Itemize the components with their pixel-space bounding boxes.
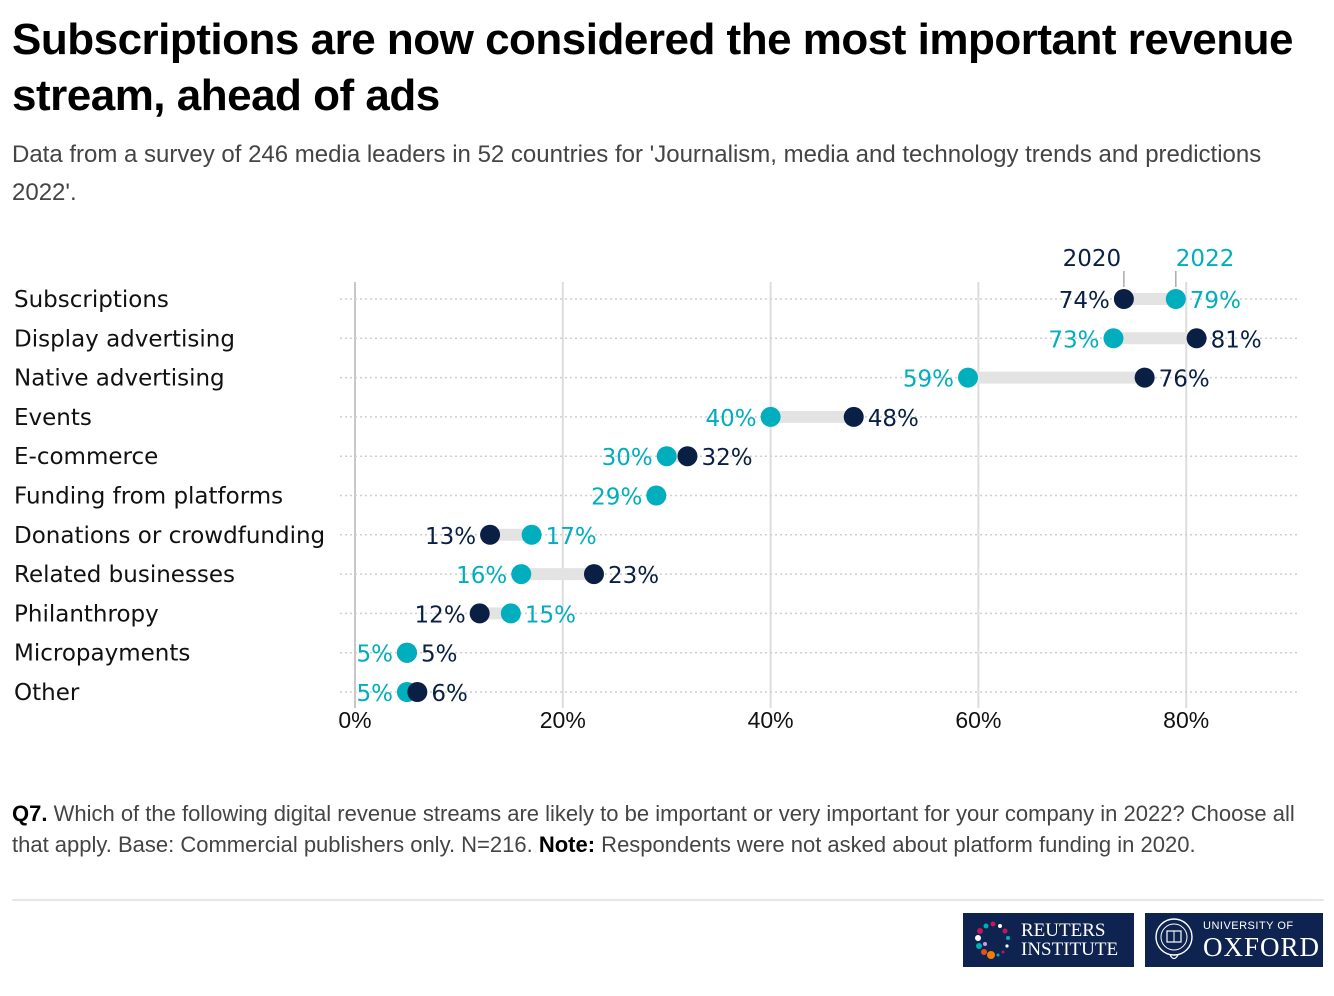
category-label: Subscriptions <box>14 287 169 313</box>
reuters-institute-logo: REUTERS INSTITUTE <box>963 913 1134 967</box>
dot-2020 <box>843 406 864 427</box>
category-label: Micropayments <box>14 641 190 667</box>
dot-2022 <box>646 485 667 506</box>
category-row: Events 40% 48% <box>14 405 1300 432</box>
note-text: Respondents were not asked about platfor… <box>595 832 1196 857</box>
value-label-2020: 32% <box>701 445 752 471</box>
category-row: Micropayments 5% 5% <box>14 641 1300 668</box>
category-label: Related businesses <box>14 562 235 588</box>
dot-2020 <box>1186 328 1207 349</box>
reuters-line2: INSTITUTE <box>1021 939 1119 960</box>
value-label-2020: 74% <box>1059 288 1110 314</box>
category-label: Display advertising <box>14 326 235 352</box>
value-label-2020: 12% <box>415 602 466 628</box>
category-label: E-commerce <box>14 444 158 470</box>
value-label-2020: 81% <box>1211 327 1262 353</box>
value-label-2022: 59% <box>903 367 954 393</box>
dot-2022 <box>958 367 979 388</box>
chart-subtitle: Data from a survey of 246 media leaders … <box>12 141 1262 206</box>
dot-2022 <box>1103 328 1124 349</box>
legend: 2020 2022 <box>1063 246 1235 287</box>
category-row: Funding from platforms 29% <box>14 484 1300 511</box>
value-label-2020: 6% <box>431 681 468 707</box>
value-label-2022: 17% <box>546 524 597 550</box>
legend-label-2022: 2022 <box>1176 246 1235 272</box>
dot-2022 <box>656 446 677 467</box>
value-label-2022: 73% <box>1048 327 1099 353</box>
note-label: Note: <box>538 832 596 857</box>
category-label: Native advertising <box>14 366 225 392</box>
question-label: Q7. <box>12 801 48 826</box>
footer-divider <box>12 899 1324 901</box>
category-label: Funding from platforms <box>14 484 283 510</box>
dot-2022 <box>396 642 417 663</box>
category-label: Events <box>14 405 92 431</box>
dot-2020 <box>480 524 501 545</box>
value-label-2022: 5% <box>356 642 393 668</box>
dot-2022 <box>1165 289 1186 309</box>
x-tick-label: 40% <box>748 707 794 733</box>
x-tick-label: 0% <box>338 707 371 733</box>
category-row: E-commerce 30% 32% <box>14 444 1300 471</box>
footnote: Q7. Which of the following digital reven… <box>12 798 1328 860</box>
value-label-2020: 23% <box>608 563 659 589</box>
reuters-line1: REUTERS <box>1021 920 1106 941</box>
oxford-line1: UNIVERSITY OF <box>1203 920 1294 932</box>
dot-2020 <box>469 603 490 624</box>
category-label: Philanthropy <box>14 601 159 627</box>
category-row: Donations or crowdfunding 13% 17% <box>14 523 1300 550</box>
row-layer: Subscriptions 74% 79% Display advertising 73… <box>14 287 1300 707</box>
value-label-2020: 76% <box>1159 367 1210 393</box>
value-label-2022: 79% <box>1190 288 1241 314</box>
category-label: Donations or crowdfunding <box>14 523 325 549</box>
value-label-2020: 48% <box>868 406 919 432</box>
value-label-2022: 16% <box>456 563 507 589</box>
dot-2020 <box>1113 289 1134 309</box>
value-label-2020: 5% <box>421 642 458 668</box>
dot-2020 <box>677 446 698 467</box>
value-label-2022: 15% <box>525 602 576 628</box>
question-text: Which of the following digital revenue s… <box>12 801 1295 857</box>
category-row: Display advertising 73% 81% <box>14 326 1300 353</box>
oxford-crest-icon <box>1155 918 1193 960</box>
dot-2020 <box>1134 367 1155 388</box>
legend-label-2020: 2020 <box>1063 246 1122 272</box>
dot-2020 <box>407 682 428 702</box>
value-label-2022: 30% <box>602 445 653 471</box>
x-axis: 0% 20% 40% 60% 80% <box>338 707 1209 733</box>
reuters-dots-icon <box>975 921 1010 959</box>
dot-2022 <box>500 603 521 624</box>
category-row: Philanthropy 12% 15% <box>14 601 1300 628</box>
oxford-line2: OXFORD <box>1203 932 1321 962</box>
university-of-oxford-logo: UNIVERSITY OF OXFORD <box>1145 913 1323 967</box>
x-tick-label: 80% <box>1163 707 1209 733</box>
dot-2020 <box>583 564 604 585</box>
category-row: Subscriptions 74% 79% <box>14 287 1300 314</box>
category-row: Related businesses 16% 23% <box>14 562 1300 589</box>
dot-2022 <box>521 524 542 545</box>
x-tick-label: 60% <box>955 707 1001 733</box>
dot-2022 <box>760 406 781 427</box>
x-tick-label: 20% <box>540 707 586 733</box>
category-row: Native advertising 59% 76% <box>14 366 1300 393</box>
category-label: Other <box>14 680 80 706</box>
value-label-2022: 5% <box>356 681 393 707</box>
value-label-2022: 29% <box>591 485 642 511</box>
value-label-2020: 13% <box>425 524 476 550</box>
value-label-2022: 40% <box>705 406 756 432</box>
dumbbell-chart: Subscriptions 74% 79% Display advertising 73… <box>14 246 1300 733</box>
category-row: Other 5% 6% <box>14 680 1300 707</box>
chart-title: Subscriptions are now considered the mos… <box>12 15 1293 120</box>
dot-2022 <box>511 564 532 585</box>
